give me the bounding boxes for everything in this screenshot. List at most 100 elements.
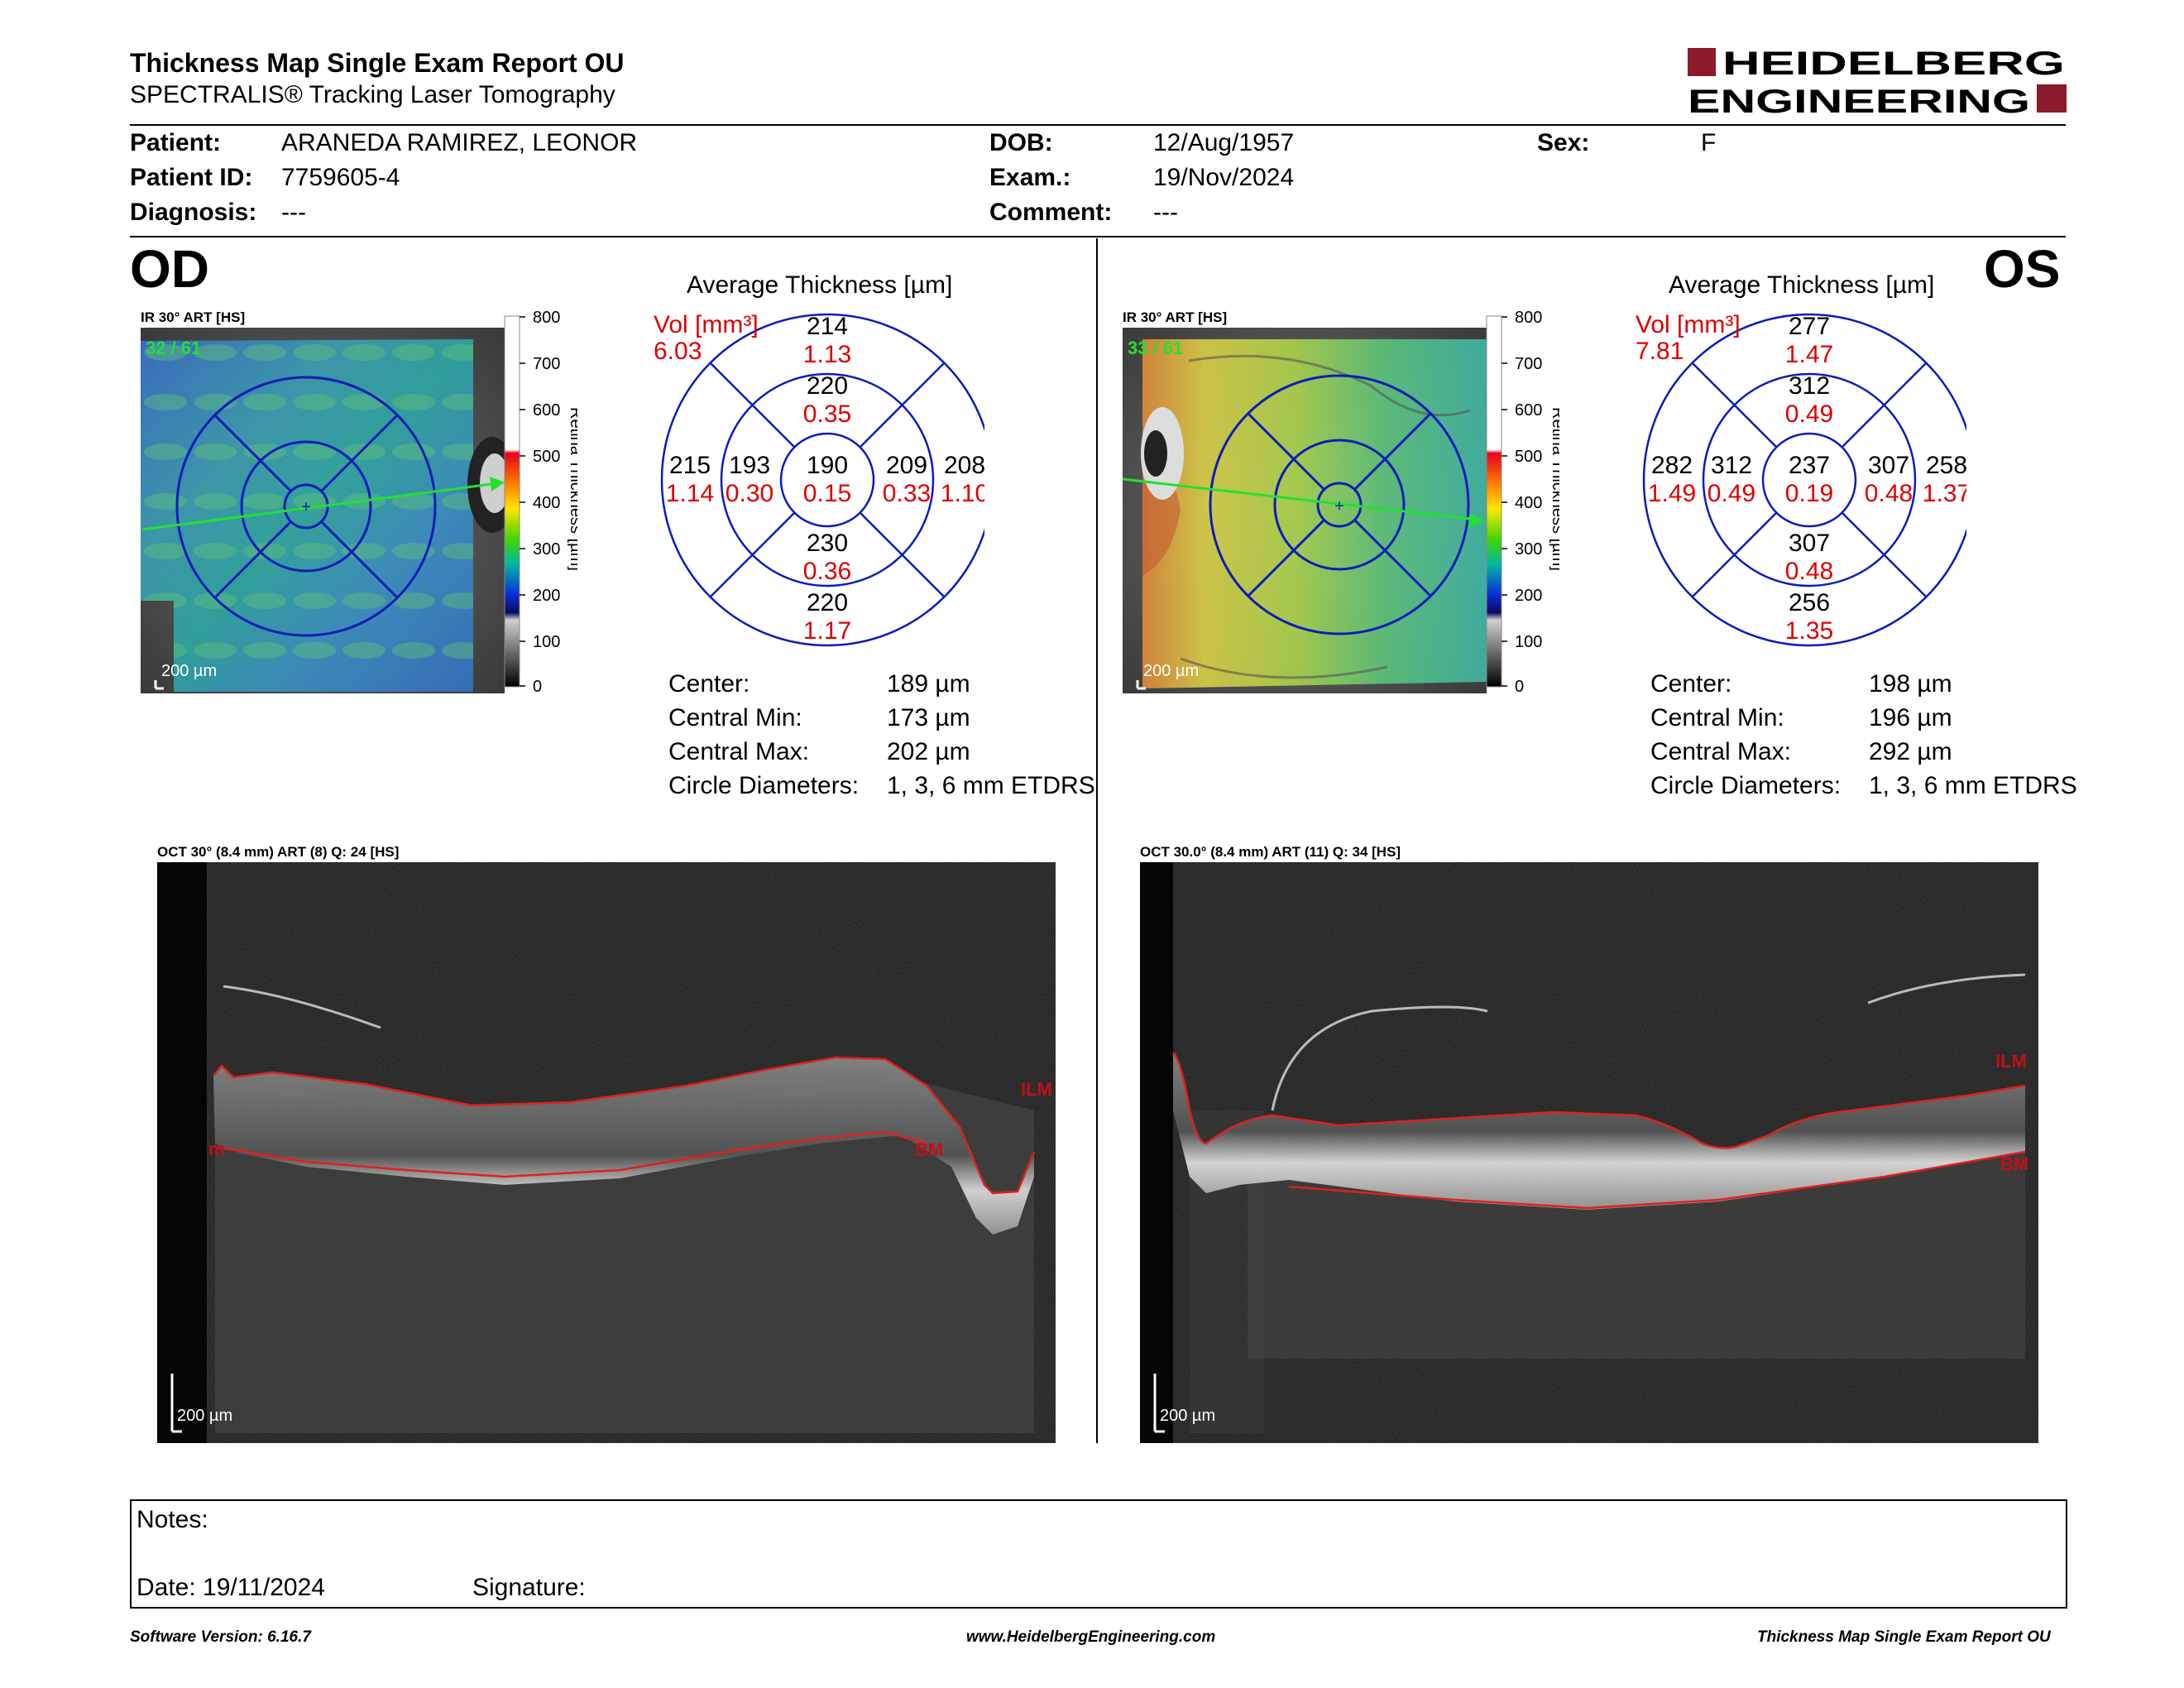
- svg-text:307: 307: [1789, 530, 1830, 557]
- svg-text:200: 200: [1515, 587, 1542, 605]
- od-colorbar: 800 700 600 500 400 300 200 100 0 Retina…: [504, 309, 577, 696]
- od-ir-counter: 32 / 61: [146, 338, 201, 358]
- sex-label: Sex:: [1537, 129, 1590, 156]
- svg-text:1.47: 1.47: [1785, 341, 1833, 368]
- od-eye-label: OD: [130, 239, 209, 299]
- os-diam-label: Circle Diameters:: [1650, 772, 1842, 799]
- os-diam-value: 1, 3, 6 mm ETDRS: [1869, 772, 2077, 799]
- website-link[interactable]: www.HeidelbergEngineering.com: [966, 1628, 1216, 1646]
- svg-text:1.37: 1.37: [1923, 480, 1966, 507]
- os-vol-total: 7.81: [1636, 338, 1684, 365]
- od-oct-scalebar: 200 µm: [177, 1407, 232, 1425]
- os-ilm-label: ILM: [1995, 1051, 2027, 1072]
- svg-text:700: 700: [1515, 355, 1542, 373]
- svg-text:220: 220: [807, 372, 848, 400]
- exam-label: Exam.:: [989, 164, 1071, 191]
- svg-text:214: 214: [807, 313, 848, 340]
- svg-text:193: 193: [729, 452, 770, 479]
- software-version: Software Version: 6.16.7: [130, 1628, 311, 1646]
- od-thickness-map: + 32 / 61 200 µm: [141, 328, 505, 693]
- svg-text:220: 220: [807, 589, 848, 616]
- signature-label: Signature:: [472, 1574, 586, 1601]
- os-eye-label: OS: [1984, 239, 2061, 299]
- od-bm-partial-label: m: [208, 1139, 225, 1159]
- od-avg-title: Average Thickness [µm]: [687, 271, 953, 299]
- notes-box[interactable]: Notes: Date: 19/11/2024 Signature:: [130, 1499, 2067, 1609]
- svg-text:307: 307: [1868, 452, 1909, 479]
- svg-text:300: 300: [533, 540, 560, 559]
- svg-text:800: 800: [1515, 309, 1542, 327]
- svg-text:0.49: 0.49: [1707, 480, 1755, 507]
- svg-text:1.10: 1.10: [941, 480, 984, 507]
- od-ir-label: IR 30° ART [HS]: [141, 309, 246, 325]
- svg-text:209: 209: [886, 452, 927, 479]
- svg-text:0.35: 0.35: [803, 400, 851, 428]
- os-cmax-label: Central Max:: [1650, 738, 1792, 765]
- dob-value: 12/Aug/1957: [1153, 129, 1295, 156]
- svg-text:0.36: 0.36: [803, 558, 851, 585]
- od-ir-scalebar: 200 µm: [161, 662, 217, 680]
- os-thickness-map: + 33 / 61 200 µm: [1123, 328, 1487, 693]
- svg-text:312: 312: [1789, 372, 1830, 400]
- os-ir-counter: 33 / 61: [1128, 338, 1183, 358]
- svg-text:800: 800: [533, 309, 560, 327]
- svg-text:0.15: 0.15: [803, 480, 851, 507]
- svg-text:100: 100: [533, 633, 560, 651]
- os-cmax-value: 292 µm: [1869, 738, 1952, 765]
- od-diam-value: 1, 3, 6 mm ETDRS: [887, 772, 1095, 799]
- od-cmin-label: Central Min:: [668, 704, 802, 731]
- os-ir-label: IR 30° ART [HS]: [1123, 309, 1228, 325]
- os-oct-bscan: ILM BM 200 µm: [1140, 862, 2038, 1443]
- od-cmax-label: Central Max:: [668, 738, 810, 765]
- comment-label: Comment:: [989, 199, 1113, 226]
- od-bm-label: BM: [915, 1139, 943, 1160]
- svg-text:277: 277: [1789, 313, 1830, 340]
- patient-id-label: Patient ID:: [130, 164, 253, 191]
- svg-text:215: 215: [669, 452, 711, 479]
- os-center-label: Center:: [1650, 670, 1732, 698]
- svg-text:500: 500: [1515, 448, 1542, 466]
- svg-text:230: 230: [807, 530, 848, 557]
- svg-text:300: 300: [1515, 540, 1542, 559]
- patient-label: Patient:: [130, 129, 222, 156]
- od-ilm-label: ILM: [1021, 1079, 1052, 1100]
- svg-text:208: 208: [944, 452, 984, 479]
- svg-text:+: +: [1334, 497, 1344, 516]
- svg-text:+: +: [301, 498, 311, 516]
- od-cmin-value: 173 µm: [887, 704, 970, 731]
- svg-text:0: 0: [1515, 678, 1524, 696]
- header-divider: [130, 124, 2066, 126]
- svg-text:190: 190: [807, 452, 848, 479]
- report-title: Thickness Map Single Exam Report OU: [130, 48, 625, 78]
- svg-text:0.48: 0.48: [1865, 480, 1913, 507]
- svg-text:258: 258: [1926, 452, 1966, 479]
- svg-text:ENGINEERING: ENGINEERING: [1688, 84, 2030, 117]
- od-vol-label: Vol [mm³]: [654, 311, 759, 338]
- footer-report-title: Thickness Map Single Exam Report OU: [1757, 1628, 2051, 1646]
- comment-value: ---: [1153, 199, 1178, 226]
- os-bm-label: BM: [2000, 1153, 2028, 1174]
- svg-text:1.14: 1.14: [666, 480, 714, 507]
- svg-text:600: 600: [533, 401, 560, 420]
- svg-text:256: 256: [1789, 589, 1830, 616]
- os-center-value: 198 µm: [1869, 670, 1952, 698]
- report-subtitle: SPECTRALIS® Tracking Laser Tomography: [130, 81, 615, 108]
- od-diam-label: Circle Diameters:: [668, 772, 860, 799]
- diagnosis-value: ---: [281, 199, 306, 226]
- patient-name: ARANEDA RAMIREZ, LEONOR: [281, 129, 638, 156]
- patient-id: 7759605-4: [281, 164, 400, 191]
- os-cmin-value: 196 µm: [1869, 704, 1952, 731]
- od-center-value: 189 µm: [887, 670, 970, 698]
- svg-text:0.30: 0.30: [726, 480, 774, 507]
- od-etdrs-grid: Vol [mm³] 6.03 214 1.13 220 0.35 215 1.1…: [654, 311, 984, 647]
- svg-text:1.13: 1.13: [803, 341, 851, 368]
- od-center-label: Center:: [668, 670, 750, 698]
- os-vol-label: Vol [mm³]: [1636, 311, 1741, 338]
- od-oct-bscan: ILM BM m 200 µm: [157, 862, 1056, 1443]
- os-ir-scalebar: 200 µm: [1143, 662, 1199, 680]
- exam-date: 19/Nov/2024: [1153, 164, 1295, 191]
- eye-divider: [1096, 238, 1098, 1443]
- svg-text:100: 100: [1515, 633, 1542, 651]
- patient-divider: [130, 236, 2066, 237]
- svg-text:700: 700: [533, 355, 560, 373]
